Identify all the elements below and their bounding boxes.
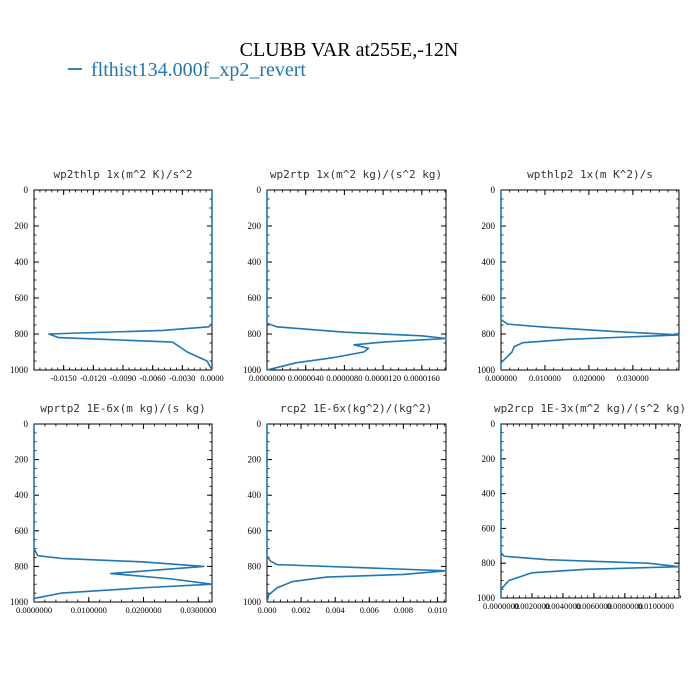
panel-wprtp2: wprtp2 1E-6x(m kg)/(s kg) 0 200 400 600 800 1… [10, 402, 216, 615]
y-tick-label: 1000 [243, 597, 262, 607]
series-line [500, 190, 680, 370]
axes-frame [33, 189, 213, 371]
legend: flthist134.000f_xp2_revert [68, 59, 306, 81]
x-tick-label: 0.000 [257, 605, 276, 615]
panel-title: wp2thlp 1x(m^2 K)/s^2 [53, 168, 192, 181]
y-tick-label: 1000 [477, 593, 496, 603]
x-tick-label: 0.0000000 [16, 605, 52, 615]
y-tick-label: 400 [15, 257, 29, 267]
legend-label: flthist134.000f_xp2_revert [91, 59, 306, 81]
y-tick-label: 600 [248, 293, 262, 303]
y-tick-label: 0 [491, 419, 496, 429]
y-tick-label: 200 [482, 454, 496, 464]
y-tick-label: 600 [482, 293, 496, 303]
x-tick-label: 0.006 [360, 605, 379, 615]
y-tick-label: 1000 [10, 597, 29, 607]
y-tick-label: 200 [248, 455, 262, 465]
x-tick-label: 0.0020000 [514, 601, 550, 611]
plot-area: 0 200 400 600 800 10000.00000000.00200000.004… [477, 419, 681, 611]
x-tick-label: 0.010000 [529, 373, 561, 383]
panel-wp2rtp: wp2rtp 1x(m^2 kg)/(s^2 kg) 0 200 400 600 800… [243, 168, 447, 383]
y-tick-label: 200 [15, 221, 29, 231]
y-tick-label: 0 [24, 419, 29, 429]
y-tick-label: 800 [248, 561, 262, 571]
x-tick-label: 0.0200000 [125, 605, 161, 615]
y-tick-label: 800 [482, 558, 496, 568]
x-tick-label: 0.0100000 [71, 605, 107, 615]
plot-area: 0 200 400 600 800 10000.0000000 0.0100000 0.020… [10, 419, 216, 615]
panel-title: wprtp2 1E-6x(m kg)/(s kg) [40, 402, 206, 415]
plot-area: 0 200 400 600 800 10000.000 0.002 0.004 0.006 0.0… [243, 419, 447, 615]
panel-rcp2: rcp2 1E-6x(kg^2)/(kg^2) 0 200 400 600 800 100… [243, 402, 447, 615]
y-tick-label: 400 [482, 489, 496, 499]
x-tick-label: 0.0000120 [365, 373, 401, 383]
y-tick-label: 600 [15, 526, 29, 536]
panel-wpthlp2: wpthlp2 1x(m K^2)/s 020040060080010000.0… [477, 168, 680, 383]
panel-wp2thlp: wp2thlp 1x(m^2 K)/s^2 0 200 400 600 800 1000 -… [10, 168, 224, 383]
y-tick-label: 200 [248, 221, 262, 231]
x-tick-label: 0.0000080 [326, 373, 362, 383]
axes-frame [500, 423, 680, 599]
x-tick-label: 0.030000 [617, 373, 649, 383]
y-tick-label: 1000 [243, 365, 262, 375]
y-tick-label: 400 [482, 257, 496, 267]
series-line [266, 424, 447, 603]
plot-area: 0 200 400 600 800 1000 -0.0150 -0.0120 -0.0090 -0… [10, 185, 224, 383]
series-line [266, 190, 447, 371]
x-tick-label: 0.0000 [200, 373, 223, 383]
y-tick-label: 800 [248, 329, 262, 339]
x-tick-label: 0.0060000 [576, 601, 612, 611]
y-tick-label: 200 [15, 455, 29, 465]
x-tick-label: 0.0300000 [180, 605, 216, 615]
y-tick-label: 1000 [10, 365, 29, 375]
x-tick-label: 0.010 [428, 605, 447, 615]
y-tick-label: 600 [15, 293, 29, 303]
y-tick-label: 0 [257, 185, 262, 195]
y-tick-label: 0 [491, 185, 496, 195]
y-tick-label: 0 [257, 419, 262, 429]
series-line [33, 424, 213, 602]
x-tick-label: 0.000000 [485, 373, 517, 383]
x-tick-label: 0.008 [394, 605, 413, 615]
x-tick-label: 0.002 [292, 605, 311, 615]
x-tick-label: -0.0030 [169, 373, 195, 383]
y-tick-label: 400 [248, 257, 262, 267]
y-tick-label: 800 [15, 329, 29, 339]
panel-title: rcp2 1E-6x(kg^2)/(kg^2) [280, 402, 432, 415]
figure-title: CLUBB VAR at255E,-12N [240, 39, 459, 61]
panel-title: wpthlp2 1x(m K^2)/s [527, 168, 653, 181]
series-line [500, 424, 680, 598]
x-tick-label: -0.0090 [110, 373, 136, 383]
y-tick-label: 400 [15, 490, 29, 500]
x-tick-label: 0.004 [326, 605, 346, 615]
x-tick-label: 0.0000000 [249, 373, 285, 383]
x-tick-label: 0.020000 [573, 373, 605, 383]
y-tick-label: 600 [482, 523, 496, 533]
x-tick-label: -0.0150 [51, 373, 77, 383]
y-tick-label: 0 [24, 185, 29, 195]
x-tick-label: -0.0120 [80, 373, 106, 383]
series-line [48, 190, 213, 371]
y-tick-label: 600 [248, 526, 262, 536]
x-tick-label: -0.0060 [140, 373, 166, 383]
plot-area: 0 200 400 600 800 10000.000000 0.010000 0.02000… [477, 185, 680, 383]
axes-frame [266, 189, 447, 371]
panel-title: wp2rtp 1x(m^2 kg)/(s^2 kg) [270, 168, 442, 181]
x-tick-label: 0.0000000 [483, 601, 519, 611]
panel-wp2rcp: wp2rcp 1E-3x(m^2 kg)/(s^2 kg) 0 200 400 600… [477, 402, 686, 611]
y-tick-label: 800 [15, 561, 29, 571]
y-tick-label: 400 [248, 490, 262, 500]
y-tick-label: 800 [482, 329, 496, 339]
x-tick-label: 0.0040000 [545, 601, 581, 611]
x-tick-label: 0.0000160 [404, 373, 440, 383]
x-tick-label: 0.0080000 [607, 601, 643, 611]
x-tick-label: 0.0000040 [288, 373, 324, 383]
x-tick-label: 0.0100000 [638, 601, 674, 611]
y-tick-label: 1000 [477, 365, 496, 375]
y-tick-label: 200 [482, 221, 496, 231]
panel-title: wp2rcp 1E-3x(m^2 kg)/(s^2 kg) [494, 402, 686, 415]
